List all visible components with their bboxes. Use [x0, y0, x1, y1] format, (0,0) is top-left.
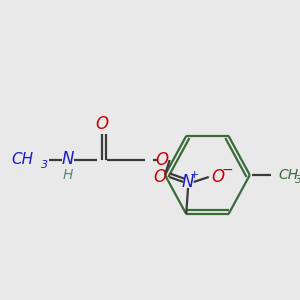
Text: CH: CH [278, 168, 298, 182]
Text: −: − [222, 163, 233, 177]
Text: CH: CH [12, 152, 34, 167]
Text: N: N [182, 173, 194, 191]
Text: O: O [153, 168, 166, 186]
Text: O: O [212, 168, 225, 186]
Text: 3: 3 [295, 175, 300, 185]
Text: O: O [156, 151, 169, 169]
Text: 3: 3 [40, 160, 48, 170]
Text: N: N [62, 150, 74, 168]
Text: H: H [63, 168, 73, 182]
Text: +: + [190, 170, 199, 180]
Text: O: O [95, 115, 108, 133]
